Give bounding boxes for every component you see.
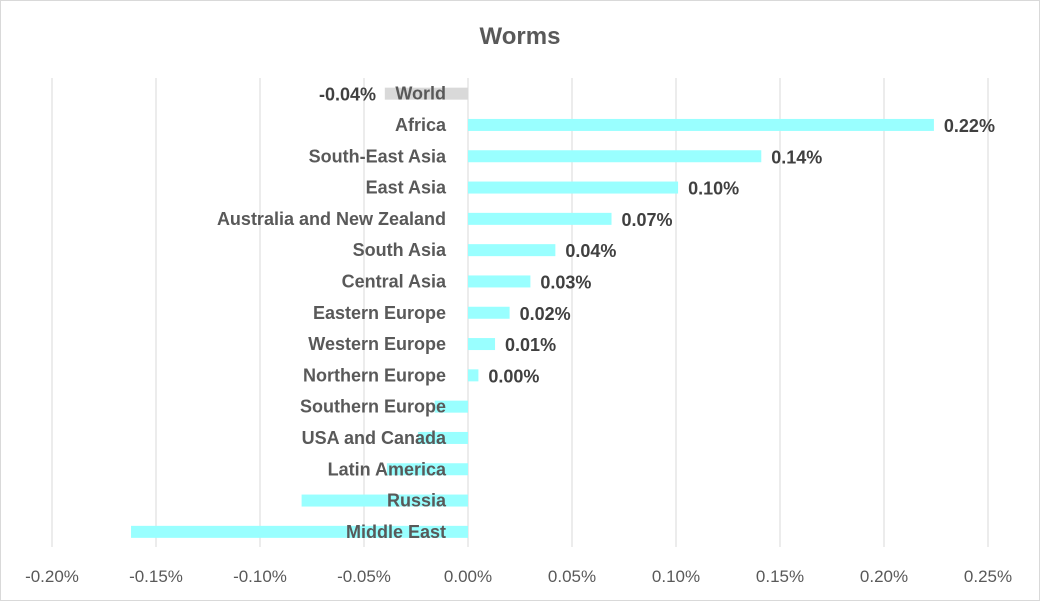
x-tick-label: -0.10% [233,567,287,586]
x-tick-label: 0.15% [756,567,804,586]
data-label: 0.10% [688,179,739,199]
bar-africa [468,118,934,131]
category-label: Eastern Europe [313,303,446,323]
data-label: 0.22% [944,116,995,136]
category-label: Central Asia [342,271,447,291]
category-label: Russia [387,491,447,511]
data-label: 0.00% [488,366,539,386]
bar-northern-europe [468,369,479,382]
category-label: Middle East [346,522,446,542]
category-label: Africa [395,115,447,135]
data-label: 0.01% [505,335,556,355]
category-label: World [395,84,446,104]
bar-middle-east [131,525,469,538]
bar-usa-and-canada [418,431,468,444]
data-label: 0.07% [622,210,673,230]
chart-title: Worms [480,23,561,50]
bar-world [384,87,468,100]
x-tick-label: 0.10% [652,567,700,586]
bar-russia [301,494,468,507]
x-tick-label: -0.15% [129,567,183,586]
bar-eastern-europe [468,306,510,319]
bar-southern-europe [434,400,468,413]
bar-east-asia [468,181,679,194]
category-label: South-East Asia [309,146,447,166]
category-label: USA and Canada [302,428,447,448]
bar-central-asia [468,275,531,288]
x-tick-label: 0.05% [548,567,596,586]
x-tick-label: -0.20% [25,567,79,586]
category-label: South Asia [353,240,447,260]
data-label: 0.04% [565,241,616,261]
bar-south-east-asia [468,150,762,163]
category-label: Southern Europe [300,397,446,417]
x-tick-label: 0.20% [860,567,908,586]
category-label: Northern Europe [303,365,446,385]
category-labels: World Africa South-East Asia East Asia Austr… [217,84,447,542]
x-tick-label: -0.05% [337,567,391,586]
category-label: East Asia [366,178,447,198]
category-label: Australia and New Zealand [217,209,446,229]
data-label: -0.04% [319,85,376,105]
bar-western-europe [468,338,496,351]
category-label: Latin America [328,459,447,479]
bar-south-asia [468,244,556,257]
data-label: 0.03% [540,272,591,292]
bar-australia-and-new-zealand [468,212,612,225]
data-label: 0.02% [520,304,571,324]
category-label: Western Europe [308,334,446,354]
gridlines [51,78,989,547]
x-tick-label: 0.25% [964,567,1012,586]
data-label: 0.14% [771,147,822,167]
x-axis-ticks: -0.20% -0.15% -0.10% -0.05% 0.00% 0.05% 0.10% 0… [25,567,1012,586]
x-tick-label: 0.00% [444,567,492,586]
bar-latin-america [386,463,468,476]
data-labels: -0.04% 0.22% 0.14% 0.10% 0.07% 0.04% 0.03% 0.02… [319,85,995,387]
bars [131,87,934,538]
